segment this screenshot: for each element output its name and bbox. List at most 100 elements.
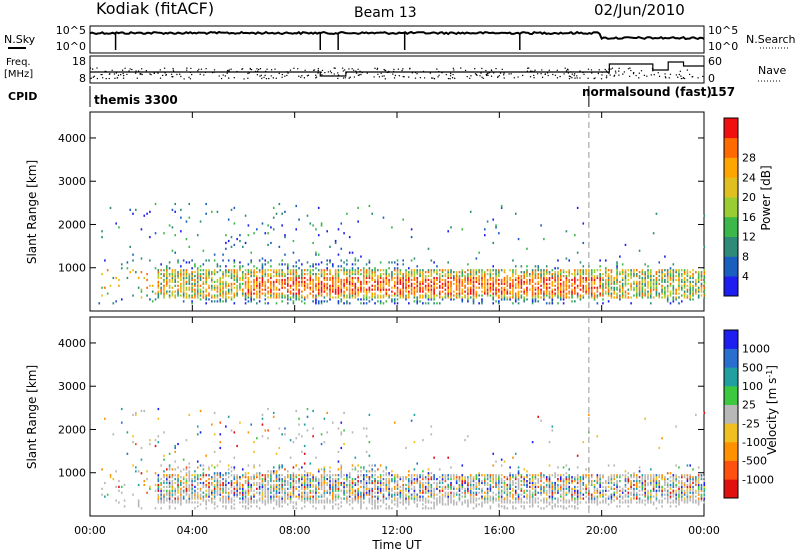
echo-1631 xyxy=(464,278,466,282)
echo-2310 xyxy=(607,284,610,287)
echo-1762 xyxy=(492,294,495,297)
echo-1348 xyxy=(405,284,407,287)
echo-1264 xyxy=(382,487,385,490)
echo-1112 xyxy=(354,491,357,494)
echo-693 xyxy=(281,296,283,299)
echo-2268 xyxy=(599,286,601,289)
echo-948 xyxy=(329,294,331,297)
echo-221 xyxy=(185,474,188,477)
echo-1263 xyxy=(388,282,390,285)
echo-2052 xyxy=(551,282,554,285)
echo-806 xyxy=(298,485,300,488)
echo-1617 xyxy=(461,282,464,285)
echo-1376 xyxy=(410,282,413,285)
echo-2721 xyxy=(703,282,706,285)
echo-2244 xyxy=(590,269,593,272)
echo-315 xyxy=(208,298,210,301)
echo-1955 xyxy=(531,276,534,280)
nave-point-140 xyxy=(527,67,530,69)
echo-1921 xyxy=(523,271,525,274)
echo-13 xyxy=(115,470,117,473)
echo-302 xyxy=(202,485,205,488)
echo-5 xyxy=(101,230,103,233)
echo-972 xyxy=(332,265,334,268)
echo-1168 xyxy=(368,286,371,289)
echo-1385 xyxy=(413,300,416,303)
echo-1118 xyxy=(357,267,359,270)
echo-2071 xyxy=(557,294,559,297)
echo-1638 xyxy=(467,294,469,297)
echo-1452 xyxy=(424,276,427,280)
echo-1623 xyxy=(461,269,464,272)
echo-920 xyxy=(323,290,326,293)
echo-87 xyxy=(160,491,162,494)
echo-568 xyxy=(256,278,258,282)
echo-904 xyxy=(315,493,317,496)
echo-445 xyxy=(233,278,236,282)
echo-1394 xyxy=(413,276,416,280)
echo-1821 xyxy=(503,294,506,297)
echo-1791 xyxy=(498,479,500,483)
echo-1589 xyxy=(453,493,455,496)
echo-1791 xyxy=(495,224,497,227)
echo-1246 xyxy=(379,499,382,502)
echo-2573 xyxy=(666,271,669,274)
echo-2367 xyxy=(621,296,624,299)
echo-2358 xyxy=(619,294,621,297)
echo-1435 xyxy=(419,481,421,485)
echo-19 xyxy=(118,226,120,229)
echo-840 xyxy=(309,280,312,283)
echo-546 xyxy=(250,497,253,500)
echo-2511 xyxy=(652,274,655,278)
echo-1871 xyxy=(514,296,517,299)
echo-764 xyxy=(289,483,292,487)
echo-845 xyxy=(309,271,312,274)
echo-300 xyxy=(202,495,205,498)
echo-41 xyxy=(137,483,140,487)
echo-1950 xyxy=(531,288,534,291)
echo-843 xyxy=(309,274,312,278)
echo-2471 xyxy=(644,273,646,276)
echo-2181 xyxy=(579,282,582,285)
echo-2453 xyxy=(641,284,644,287)
echo-1463 xyxy=(424,485,427,488)
echo-1150 xyxy=(362,501,365,504)
echo-498 xyxy=(244,294,247,297)
echo-454 xyxy=(230,466,233,469)
echo-1732 xyxy=(483,271,486,274)
echo-184 xyxy=(182,292,185,295)
echo-312 xyxy=(205,259,207,262)
echo-424 xyxy=(225,478,227,481)
echo-592 xyxy=(261,280,264,283)
echo-2121 xyxy=(565,282,568,285)
echo-1320 xyxy=(399,280,402,283)
nave-point-250 xyxy=(256,68,258,70)
echo-2122 xyxy=(565,280,568,283)
echo-1718 xyxy=(483,501,486,504)
echo-23 xyxy=(123,499,126,502)
echo-1596 xyxy=(455,503,458,506)
echo-354 xyxy=(213,489,216,492)
echo-1390 xyxy=(413,288,416,291)
echo-2462 xyxy=(644,292,646,295)
echo-487 xyxy=(241,282,244,285)
echo-1104 xyxy=(351,478,354,481)
echo-213 xyxy=(185,491,188,494)
nave-point-111 xyxy=(392,73,394,75)
echo-1664 xyxy=(469,210,472,213)
echo-1859 xyxy=(512,286,514,289)
echo-1287 xyxy=(393,286,396,289)
echo-899 xyxy=(317,234,320,237)
echo-1774 xyxy=(495,479,497,483)
echo-594 xyxy=(261,276,264,280)
echo-2096 xyxy=(559,276,562,280)
echo-1022 xyxy=(340,259,343,262)
echo-2550 xyxy=(664,292,666,295)
echo-1465 xyxy=(427,274,430,278)
echo-1392 xyxy=(413,282,416,285)
echo-1672 xyxy=(472,288,475,291)
echo-1277 xyxy=(385,481,388,485)
echo-818 xyxy=(303,288,306,291)
nave-point-213 xyxy=(388,70,390,73)
echo-2719 xyxy=(703,288,706,291)
